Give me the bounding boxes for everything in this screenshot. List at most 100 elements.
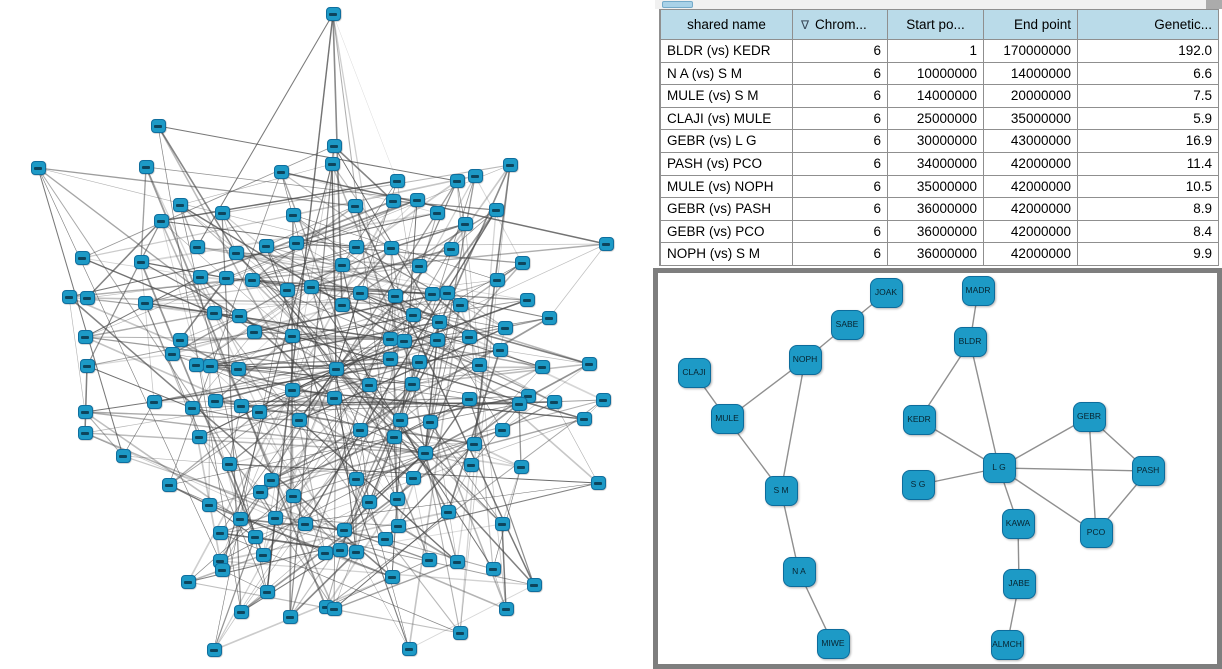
network-node[interactable]	[352, 286, 368, 300]
network-node[interactable]	[452, 298, 468, 312]
network-node[interactable]	[581, 357, 597, 371]
network-node[interactable]	[326, 602, 342, 616]
network-node[interactable]	[417, 446, 433, 460]
network-node[interactable]	[164, 347, 180, 361]
network-node[interactable]	[328, 362, 344, 376]
network-node[interactable]	[115, 449, 131, 463]
network-node[interactable]	[188, 358, 204, 372]
network-node[interactable]	[77, 405, 93, 419]
network-node[interactable]	[361, 495, 377, 509]
table-header-cell[interactable]: ∇ Chrom...	[793, 10, 888, 40]
table-row[interactable]: BLDR (vs) KEDR 6 1 170000000 192.0	[661, 40, 1219, 63]
network-node[interactable]	[221, 457, 237, 471]
scrollbar-thumb[interactable]	[662, 1, 693, 8]
network-node[interactable]	[422, 415, 438, 429]
network-node[interactable]	[285, 489, 301, 503]
network-node[interactable]	[232, 512, 248, 526]
network-node[interactable]	[390, 519, 406, 533]
subnetwork-node[interactable]: S M	[764, 476, 798, 506]
network-node[interactable]	[273, 165, 289, 179]
network-node[interactable]	[79, 291, 95, 305]
network-node[interactable]	[191, 430, 207, 444]
table-row[interactable]: MULE (vs) S M 6 14000000 20000000 7.5	[661, 85, 1219, 108]
network-node[interactable]	[326, 139, 342, 153]
network-node[interactable]	[595, 393, 611, 407]
network-node[interactable]	[443, 242, 459, 256]
network-node[interactable]	[214, 563, 230, 577]
network-node[interactable]	[218, 271, 234, 285]
network-node[interactable]	[511, 397, 527, 411]
subnetwork-node[interactable]: GEBR	[1072, 402, 1106, 432]
subnetwork-node[interactable]: SABE	[830, 310, 864, 340]
network-node[interactable]	[382, 332, 398, 346]
network-node[interactable]	[409, 193, 425, 207]
network-node[interactable]	[489, 273, 505, 287]
table-row[interactable]: GEBR (vs) L G 6 30000000 43000000 16.9	[661, 130, 1219, 153]
network-node[interactable]	[258, 239, 274, 253]
network-node[interactable]	[389, 174, 405, 188]
network-node[interactable]	[502, 158, 518, 172]
network-node[interactable]	[449, 174, 465, 188]
network-node[interactable]	[494, 517, 510, 531]
network-node[interactable]	[324, 157, 340, 171]
sub-network-panel[interactable]: JOAK MADR SABE NOPH BLDR CLAJI MULE KEDR GEBR L G…	[653, 268, 1222, 669]
table-header-cell[interactable]: Genetic...	[1078, 10, 1219, 40]
network-node[interactable]	[404, 377, 420, 391]
network-node[interactable]	[279, 283, 295, 297]
network-node[interactable]	[297, 517, 313, 531]
network-node[interactable]	[172, 333, 188, 347]
network-node[interactable]	[514, 256, 530, 270]
network-node[interactable]	[233, 605, 249, 619]
table-row[interactable]: N A (vs) S M 6 10000000 14000000 6.6	[661, 62, 1219, 86]
network-node[interactable]	[348, 472, 364, 486]
network-node[interactable]	[303, 280, 319, 294]
network-node[interactable]	[184, 401, 200, 415]
network-node[interactable]	[590, 476, 606, 490]
table-row[interactable]: GEBR (vs) PCO 6 36000000 42000000 8.4	[661, 220, 1219, 244]
network-node[interactable]	[252, 485, 268, 499]
network-node[interactable]	[202, 359, 218, 373]
network-node[interactable]	[497, 321, 513, 335]
network-node[interactable]	[439, 286, 455, 300]
network-node[interactable]	[285, 208, 301, 222]
table-row[interactable]: PASH (vs) PCO 6 34000000 42000000 11.4	[661, 152, 1219, 176]
network-node[interactable]	[212, 526, 228, 540]
network-node[interactable]	[61, 290, 77, 304]
network-node[interactable]	[267, 511, 283, 525]
network-node[interactable]	[189, 240, 205, 254]
subnetwork-node[interactable]: S G	[901, 470, 935, 500]
network-node[interactable]	[383, 241, 399, 255]
network-node[interactable]	[421, 553, 437, 567]
network-node[interactable]	[259, 585, 275, 599]
network-node[interactable]	[231, 309, 247, 323]
network-node[interactable]	[233, 399, 249, 413]
table-header-cell[interactable]: End point	[984, 10, 1078, 40]
network-node[interactable]	[153, 214, 169, 228]
network-node[interactable]	[251, 405, 267, 419]
subnetwork-node[interactable]: CLAJI	[677, 358, 711, 388]
table-row[interactable]: NOPH (vs) S M 6 36000000 42000000 9.9	[661, 243, 1219, 266]
network-node[interactable]	[282, 610, 298, 624]
table-row[interactable]: CLAJI (vs) MULE 6 25000000 35000000 5.9	[661, 107, 1219, 131]
network-node[interactable]	[405, 471, 421, 485]
network-node[interactable]	[461, 330, 477, 344]
network-node[interactable]	[541, 311, 557, 325]
subnetwork-node[interactable]: JOAK	[869, 278, 903, 308]
network-node[interactable]	[389, 492, 405, 506]
network-node[interactable]	[206, 306, 222, 320]
network-node[interactable]	[348, 545, 364, 559]
subnetwork-node[interactable]: MADR	[961, 276, 995, 306]
network-node[interactable]	[411, 355, 427, 369]
network-node[interactable]	[347, 199, 363, 213]
network-node[interactable]	[326, 391, 342, 405]
network-node[interactable]	[247, 530, 263, 544]
subnetwork-node[interactable]: JABE	[1002, 569, 1036, 599]
network-node[interactable]	[336, 523, 352, 537]
network-node[interactable]	[317, 546, 333, 560]
network-node[interactable]	[466, 437, 482, 451]
table-header-cell[interactable]: Start po...	[888, 10, 984, 40]
network-node[interactable]	[534, 360, 550, 374]
network-node[interactable]	[352, 423, 368, 437]
network-node[interactable]	[133, 255, 149, 269]
network-node[interactable]	[244, 273, 260, 287]
